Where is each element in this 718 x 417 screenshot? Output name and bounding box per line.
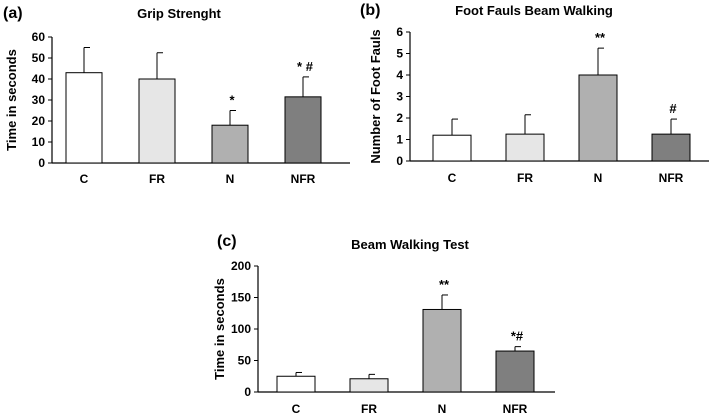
bar-nfr <box>495 350 535 393</box>
y-axis-title: Time in seconds <box>4 49 19 151</box>
chart-title: Beam Walking Test <box>351 237 469 252</box>
bar-c <box>276 375 316 393</box>
x-tick-label: N <box>226 172 235 186</box>
significance-marker: * # <box>297 59 314 74</box>
y-tick-label: 0 <box>38 156 45 170</box>
bar-n <box>578 74 618 162</box>
y-tick-label: 150 <box>231 291 251 305</box>
bar-nfr <box>651 133 691 162</box>
significance-marker: ** <box>439 277 450 292</box>
chart-foot-fauls-beam-walking: (b) Foot Fauls Beam Walking Number of Foot… <box>360 2 709 185</box>
y-tick-label: 1 <box>396 133 403 147</box>
significance-marker: # <box>669 101 677 116</box>
bar-fr <box>138 78 176 164</box>
panel-label: (a) <box>3 5 23 22</box>
y-tick-label: 30 <box>32 93 46 107</box>
y-tick-label: 6 <box>396 25 403 39</box>
y-tick-label: 2 <box>396 111 403 125</box>
x-tick-label: FR <box>361 402 377 416</box>
x-tick-label: NFR <box>291 172 316 186</box>
y-tick-label: 4 <box>396 68 403 82</box>
x-tick-label: C <box>448 171 457 185</box>
chart-title: Grip Strenght <box>137 6 221 21</box>
y-tick-label: 3 <box>396 90 403 104</box>
x-tick-label: NFR <box>659 171 684 185</box>
y-tick-label: 50 <box>32 51 46 65</box>
panel-label: (b) <box>360 2 380 19</box>
bar-c <box>432 134 472 162</box>
significance-marker: * <box>229 93 235 108</box>
bar-n <box>422 308 462 393</box>
bar-fr <box>349 378 389 393</box>
bar-c <box>65 72 103 164</box>
y-axis-title: Time in seconds <box>212 278 227 380</box>
x-tick-label: NFR <box>503 402 528 416</box>
bar-fr <box>505 133 545 162</box>
y-tick-label: 0 <box>244 385 251 399</box>
x-tick-label: FR <box>149 172 165 186</box>
y-tick-label: 20 <box>32 114 46 128</box>
y-tick-label: 0 <box>396 154 403 168</box>
y-tick-label: 50 <box>238 354 252 368</box>
y-tick-label: 60 <box>32 30 46 44</box>
y-axis-title: Number of Foot Fauls <box>368 29 383 163</box>
y-tick-label: 5 <box>396 47 403 61</box>
chart-grip-strength: (a) Grip Strenght Time in seconds 0 10 20 30 40… <box>3 5 350 186</box>
x-tick-label: N <box>438 402 447 416</box>
bar-n <box>211 124 249 164</box>
bar-nfr <box>284 96 322 164</box>
x-tick-label: C <box>292 402 301 416</box>
x-tick-label: FR <box>517 171 533 185</box>
significance-marker: *# <box>511 329 524 344</box>
chart-title: Foot Fauls Beam Walking <box>455 3 613 18</box>
y-tick-label: 200 <box>231 259 251 273</box>
x-tick-label: C <box>80 172 89 186</box>
x-tick-label: N <box>594 171 603 185</box>
y-tick-label: 10 <box>32 135 46 149</box>
chart-beam-walking-test: (c) Beam Walking Test Time in seconds 0 50 10… <box>212 233 555 416</box>
significance-marker: ** <box>595 30 606 45</box>
y-tick-label: 40 <box>32 72 46 86</box>
panel-label: (c) <box>217 233 237 250</box>
y-tick-label: 100 <box>231 322 251 336</box>
